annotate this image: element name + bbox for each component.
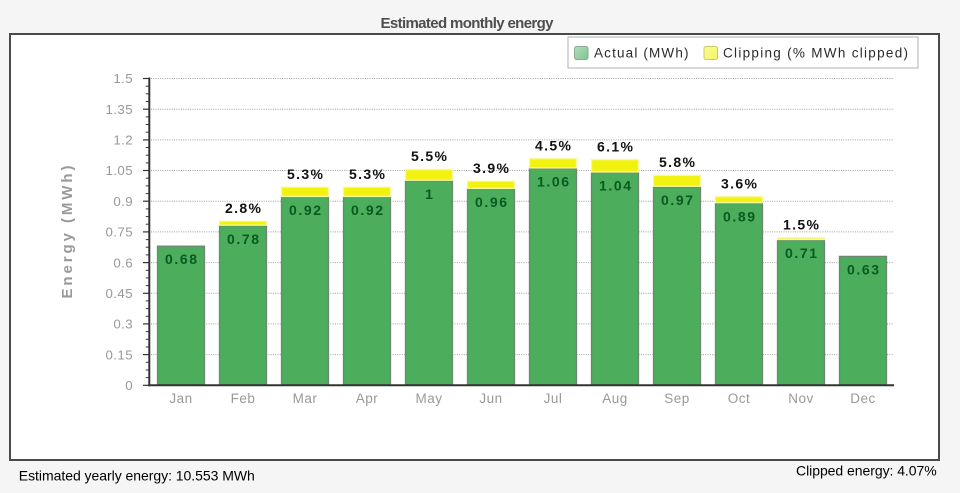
svg-text:0.97: 0.97 (661, 192, 693, 208)
svg-text:0.63: 0.63 (847, 261, 879, 277)
svg-text:Estimated monthly energy: Estimated monthly energy (381, 15, 555, 32)
svg-text:0.9: 0.9 (113, 194, 133, 209)
svg-text:Jul: Jul (544, 391, 563, 406)
svg-text:Feb: Feb (231, 391, 256, 406)
svg-text:Sep: Sep (664, 391, 690, 406)
svg-text:0.68: 0.68 (165, 251, 197, 267)
svg-text:0.45: 0.45 (106, 286, 133, 301)
svg-text:0.92: 0.92 (289, 202, 321, 218)
svg-text:0.92: 0.92 (351, 202, 383, 218)
svg-text:5.8%: 5.8% (659, 154, 696, 170)
svg-text:5.3%: 5.3% (287, 166, 324, 182)
svg-text:5.5%: 5.5% (411, 148, 448, 164)
svg-text:0.89: 0.89 (723, 208, 755, 224)
svg-text:1.35: 1.35 (106, 102, 133, 117)
svg-text:1.06: 1.06 (537, 174, 569, 190)
svg-text:4.5%: 4.5% (535, 137, 572, 153)
svg-text:2.8%: 2.8% (225, 200, 262, 216)
svg-text:Actual (MWh): Actual (MWh) (594, 46, 689, 61)
svg-text:5.3%: 5.3% (349, 166, 386, 182)
svg-text:Aug: Aug (602, 391, 628, 406)
svg-text:Estimated yearly energy: 10.55: Estimated yearly energy: 10.553 MWh (19, 467, 255, 483)
svg-text:1.5%: 1.5% (783, 217, 820, 233)
svg-text:0.75: 0.75 (106, 225, 133, 240)
svg-text:Clipping (% MWh clipped): Clipping (% MWh clipped) (723, 46, 908, 61)
svg-text:Dec: Dec (850, 391, 876, 406)
svg-text:0.3: 0.3 (113, 317, 133, 332)
svg-text:0.6: 0.6 (113, 255, 133, 270)
svg-text:1.04: 1.04 (599, 178, 631, 194)
svg-text:Jun: Jun (479, 391, 502, 406)
svg-text:May: May (415, 391, 442, 406)
svg-text:Clipped energy: 4.07%: Clipped energy: 4.07% (796, 463, 937, 479)
svg-text:0.78: 0.78 (227, 231, 259, 247)
svg-text:1: 1 (425, 186, 433, 202)
svg-text:6.1%: 6.1% (597, 138, 634, 154)
svg-text:Mar: Mar (293, 391, 318, 406)
svg-text:0.15: 0.15 (106, 347, 133, 362)
svg-text:3.6%: 3.6% (721, 175, 758, 191)
svg-text:1.2: 1.2 (113, 133, 133, 148)
svg-text:3.9%: 3.9% (473, 160, 510, 176)
svg-text:Oct: Oct (728, 391, 751, 406)
svg-text:Apr: Apr (356, 391, 379, 406)
svg-text:Nov: Nov (788, 391, 814, 406)
svg-text:Jan: Jan (169, 391, 192, 406)
svg-text:0.71: 0.71 (785, 245, 817, 261)
svg-text:1.05: 1.05 (106, 163, 133, 178)
svg-text:1.5: 1.5 (113, 71, 133, 86)
svg-text:0: 0 (125, 378, 133, 393)
svg-text:0.96: 0.96 (475, 194, 507, 210)
